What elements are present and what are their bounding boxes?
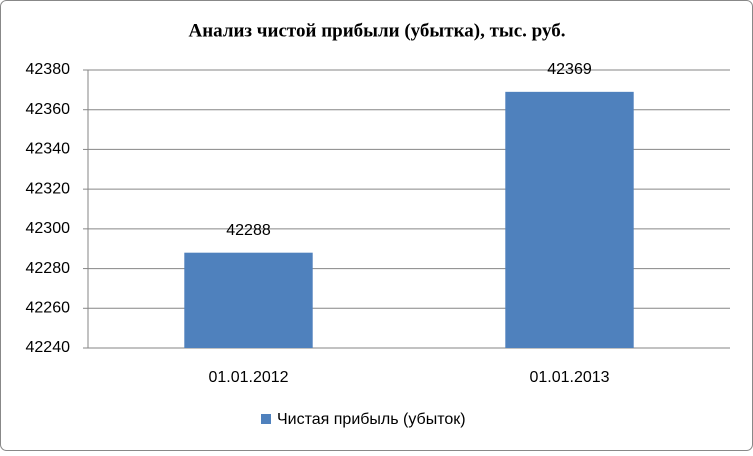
chart-title: Анализ чистой прибыли (убытка), тыс. руб… [188, 20, 565, 41]
y-tick-label: 42300 [26, 220, 71, 237]
data-label: 42369 [547, 61, 592, 78]
bar [184, 252, 313, 348]
legend-label: Чистая прибыль (убыток) [277, 411, 466, 428]
x-tick-label: 01.01.2012 [208, 369, 288, 386]
y-tick-label: 42260 [26, 300, 71, 317]
data-label: 42288 [226, 222, 271, 239]
y-tick-label: 42320 [26, 180, 71, 197]
y-tick-label: 42340 [26, 141, 71, 158]
y-tick-label: 42240 [26, 339, 71, 356]
y-tick-label: 42360 [26, 101, 71, 118]
y-tick-label: 42280 [26, 260, 71, 277]
bar [505, 91, 634, 348]
x-tick-label: 01.01.2013 [529, 369, 609, 386]
legend-swatch [261, 414, 271, 424]
y-tick-label: 42380 [26, 61, 71, 78]
